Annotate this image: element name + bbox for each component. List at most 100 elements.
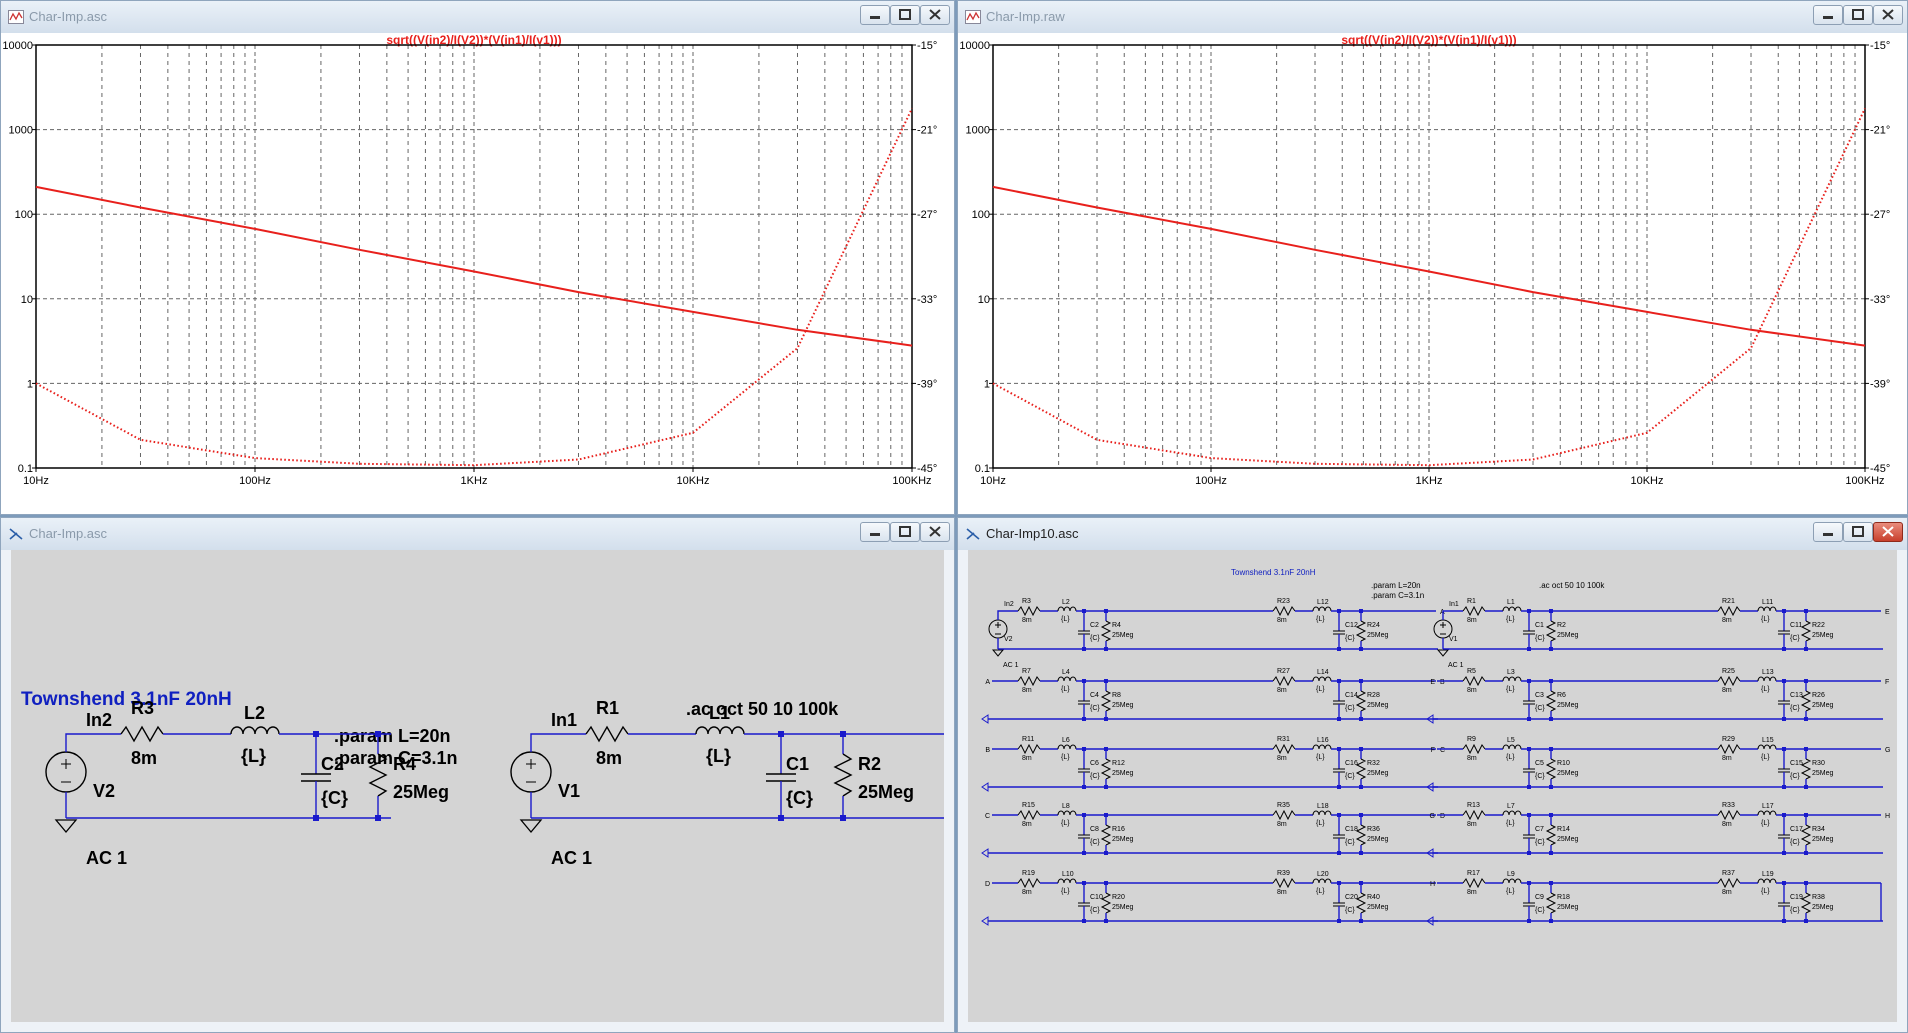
plot-pane[interactable]: sqrt((V(in2)/I(V2))*(V(in1)/I(v1))) 10000… (958, 33, 1907, 514)
resistor-symbol (1017, 877, 1041, 889)
schematic-window[interactable]: Char-Imp.asc Townshend 3.1nF 20nH .param… (0, 517, 955, 1033)
title-bar[interactable]: Char-Imp.asc (1, 1, 954, 33)
maximize-button[interactable] (1843, 5, 1873, 25)
inductor-symbol (1057, 606, 1077, 612)
impedance-plot[interactable]: sqrt((V(in2)/I(V2))*(V(in1)/I(v1)))10000… (1, 33, 954, 514)
right-axis-tick-label: -27° (917, 209, 937, 221)
junction-dot (1549, 813, 1553, 817)
junction-dot (1527, 747, 1531, 751)
ladder-left[interactable]: In2 V2 AC 1 R3 8m L2 {L} C2 {C} R4 25Meg R23 8m L12 {L… (981, 598, 1445, 926)
x-axis-tick-label: 10KHz (676, 475, 709, 487)
param-c-directive[interactable]: .param C=3.1n (1371, 591, 1424, 600)
plot-pane[interactable]: sqrt((V(in2)/I(V2))*(V(in1)/I(v1))) 10000… (1, 33, 954, 514)
component-value: {L} (1316, 686, 1325, 693)
circuit-left[interactable]: In2 R3 8m L2 {L} C2 {C} R4 25Meg V2 AC 1 (45, 698, 449, 868)
component-value: 25Meg (1812, 770, 1834, 777)
junction-dot (1359, 717, 1363, 721)
resistor-symbol (1462, 743, 1486, 755)
close-button[interactable] (920, 5, 950, 25)
junction-dot (1549, 679, 1553, 683)
param-l-directive[interactable]: .param L=20n (1371, 581, 1421, 590)
schematic-window-10-section[interactable]: Char-Imp10.asc Townshend 3.1nF 20nH .par… (957, 517, 1908, 1033)
component-value: {C} (1345, 635, 1355, 642)
resistor-symbol (1717, 675, 1741, 687)
ladder-right[interactable]: In1 V1 AC 1 R1 8m L1 {L} C1 {C} R2 25Meg R21 8m L11 {L… (1426, 598, 1890, 926)
resistor-symbol (1800, 824, 1812, 846)
resistor-symbol (585, 725, 629, 743)
trace-label: sqrt((V(in2)/I(V2))*(V(in1)/I(v1))) (386, 33, 561, 47)
minimize-button[interactable] (860, 5, 890, 25)
title-bar[interactable]: Char-Imp.asc (1, 518, 954, 550)
component-ref: L3 (1507, 669, 1515, 676)
close-button[interactable] (1873, 5, 1903, 25)
component-ref: L11 (1762, 599, 1773, 606)
junction-dot (1359, 881, 1363, 885)
junction-dot (1359, 647, 1363, 651)
component-ref: R7 (1022, 668, 1031, 675)
component-value: {L} (1316, 820, 1325, 827)
junction-dot (1337, 647, 1341, 651)
schematic-canvas[interactable]: Townshend 3.1nF 20nH .param L=20n .param… (11, 550, 944, 1022)
junction-dot (1782, 679, 1786, 683)
net-label: G (1430, 813, 1435, 820)
node-label: In2 (1004, 601, 1014, 608)
schematic-drawing[interactable]: Townshend 3.1nF 20nH .param L=20n .param… (968, 550, 1897, 1022)
component-ref: C7 (1535, 826, 1544, 833)
component-ref: L6 (1062, 737, 1070, 744)
component-ref: L10 (1062, 871, 1074, 878)
minimize-button[interactable] (1813, 522, 1843, 542)
component-ref: R26 (1812, 692, 1825, 699)
component-value: 8m (1722, 889, 1732, 896)
component-ref: L1 (709, 703, 730, 723)
component-value: {C} (786, 788, 813, 808)
waveform-window-raw[interactable]: Char-Imp.raw sqrt((V(in2)/I(V2))*(V(in1)… (957, 0, 1908, 515)
component-value: 8m (1722, 821, 1732, 828)
component-ref: R17 (1467, 870, 1480, 877)
wire (856, 733, 944, 819)
close-button[interactable] (1873, 522, 1903, 542)
junction-dot (1337, 785, 1341, 789)
ac-label: AC 1 (1448, 662, 1464, 669)
title-bar[interactable]: Char-Imp10.asc (958, 518, 1907, 550)
wire (530, 733, 586, 752)
resistor-symbol (1100, 690, 1112, 712)
maximize-button[interactable] (1843, 522, 1873, 542)
net-label: C (985, 813, 990, 820)
ac-directive[interactable]: .ac oct 50 10 100k (686, 699, 839, 719)
close-button[interactable] (920, 522, 950, 542)
junction-dot (1104, 747, 1108, 751)
ground-flag (981, 782, 989, 792)
component-ref: R27 (1277, 668, 1290, 675)
junction-dot (1082, 881, 1086, 885)
minimize-icon (1823, 533, 1833, 536)
junction-dot (1082, 919, 1086, 923)
close-icon (929, 526, 941, 537)
maximize-button[interactable] (890, 522, 920, 542)
minimize-button[interactable] (1813, 5, 1843, 25)
junction-dot (1337, 717, 1341, 721)
schematic-canvas[interactable]: Townshend 3.1nF 20nH .param L=20n .param… (968, 550, 1897, 1022)
x-axis-tick-label: 100KHz (892, 475, 931, 487)
component-ref: R21 (1722, 598, 1735, 605)
ground-symbol (1436, 649, 1450, 657)
minimize-button[interactable] (860, 522, 890, 542)
param-c-directive[interactable]: .param C=3.1n (334, 748, 458, 768)
component-value: 25Meg (1367, 632, 1389, 639)
x-axis-tick-label: 10Hz (23, 475, 49, 487)
impedance-plot[interactable]: sqrt((V(in2)/I(V2))*(V(in1)/I(v1)))10000… (958, 33, 1907, 514)
ac-directive[interactable]: .ac oct 50 10 100k (1539, 581, 1605, 590)
maximize-button[interactable] (890, 5, 920, 25)
circuit-right[interactable]: In1 R1 8m L1 {L} C1 {C} R2 25Meg V1 AC 1 (510, 698, 944, 868)
param-l-directive[interactable]: .param L=20n (334, 726, 451, 746)
resistor-symbol (1717, 877, 1741, 889)
waveform-window-asc[interactable]: Char-Imp.asc sqrt((V(in2)/I(V2))*(V(in1)… (0, 0, 955, 515)
component-ref: R28 (1367, 692, 1380, 699)
component-ref: R4 (393, 754, 416, 774)
left-axis-tick-label: 1000 (966, 125, 990, 137)
x-axis-tick-label: 1KHz (1416, 475, 1443, 487)
component-ref: R4 (1112, 622, 1121, 629)
component-value: {L} (1061, 820, 1070, 827)
schematic-drawing[interactable]: Townshend 3.1nF 20nH .param L=20n .param… (11, 550, 944, 1022)
title-bar[interactable]: Char-Imp.raw (958, 1, 1907, 33)
component-ref: C1 (786, 754, 809, 774)
